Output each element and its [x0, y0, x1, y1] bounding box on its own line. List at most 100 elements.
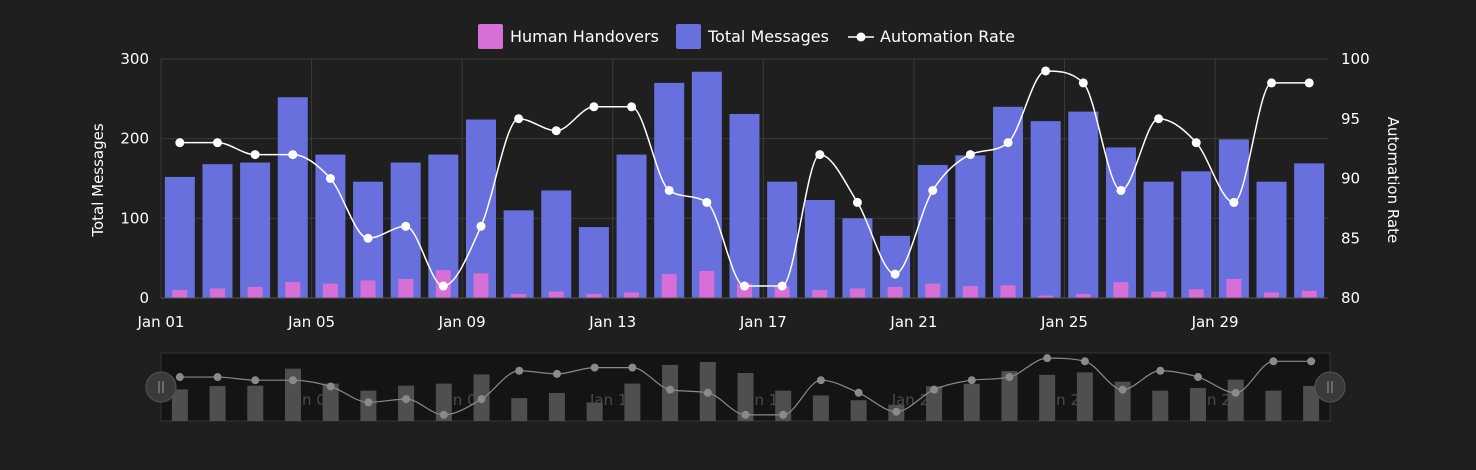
bar-total-messages[interactable] [993, 106, 1024, 298]
bar-human-handovers[interactable] [925, 283, 941, 298]
legend-item-total-messages[interactable]: Total Messages [676, 24, 829, 49]
automation-rate-point[interactable] [664, 185, 674, 195]
legend-item-human-handovers[interactable]: Human Handovers [478, 24, 659, 49]
bar-human-handovers[interactable] [1038, 295, 1054, 298]
automation-rate-point[interactable] [175, 138, 185, 148]
bar-total-messages[interactable] [691, 71, 722, 298]
bar-total-messages[interactable] [917, 164, 948, 298]
automation-rate-point[interactable] [1191, 138, 1201, 148]
automation-rate-point[interactable] [1267, 78, 1277, 88]
y-axis-right-title: Automation Rate [1384, 117, 1402, 244]
legend-item-automation-rate[interactable]: Automation Rate [848, 27, 1015, 46]
bar-human-handovers[interactable] [1188, 289, 1204, 298]
automation-rate-point[interactable] [1229, 197, 1239, 207]
bar-total-messages[interactable] [616, 154, 647, 298]
automation-rate-point[interactable] [890, 269, 900, 279]
automation-rate-point[interactable] [212, 138, 222, 148]
automation-rate-point[interactable] [815, 150, 825, 160]
automation-rate-point[interactable] [965, 150, 975, 160]
bar-human-handovers[interactable] [209, 288, 225, 298]
automation-rate-point[interactable] [740, 281, 749, 291]
automation-rate-point[interactable] [288, 150, 298, 160]
bar-human-handovers[interactable] [1113, 282, 1129, 298]
automation-rate-point[interactable] [325, 174, 335, 183]
automation-rate-point[interactable] [514, 114, 524, 124]
bar-human-handovers[interactable] [1226, 278, 1242, 298]
bar-total-messages[interactable] [1218, 139, 1249, 298]
automation-rate-point[interactable] [401, 221, 411, 231]
bar-total-messages[interactable] [541, 190, 572, 298]
automation-rate-point[interactable] [1003, 138, 1013, 148]
bar-total-messages[interactable] [465, 119, 496, 299]
bar-total-messages[interactable] [202, 164, 233, 298]
bar-human-handovers[interactable] [172, 290, 188, 298]
automation-rate-point[interactable] [363, 233, 373, 243]
x-tick-label: Jan 01 [137, 313, 185, 331]
automation-rate-point[interactable] [589, 102, 599, 112]
bar-total-messages[interactable] [240, 162, 271, 298]
bar-human-handovers[interactable] [699, 270, 715, 298]
bar-total-messages[interactable] [164, 176, 195, 298]
bar-human-handovers[interactable] [1301, 290, 1317, 298]
bar-total-messages[interactable] [1068, 111, 1099, 298]
automation-rate-point[interactable] [551, 126, 561, 136]
bar-total-messages[interactable] [1143, 181, 1174, 298]
zoom-handle-right[interactable] [1314, 371, 1346, 403]
automation-rate-point[interactable] [627, 102, 637, 112]
bar-human-handovers[interactable] [624, 292, 640, 298]
legend-label-automation-rate: Automation Rate [880, 27, 1015, 46]
bar-human-handovers[interactable] [1264, 292, 1280, 298]
bar-human-handovers[interactable] [849, 288, 865, 298]
bar-human-handovers[interactable] [285, 282, 301, 298]
bar-total-messages[interactable] [842, 218, 873, 298]
automation-rate-point[interactable] [777, 281, 787, 291]
bar-human-handovers[interactable] [1075, 294, 1091, 298]
bar-total-messages[interactable] [955, 155, 986, 298]
bar-human-handovers[interactable] [473, 273, 489, 298]
bar-human-handovers[interactable] [812, 290, 828, 298]
bar-total-messages[interactable] [1181, 171, 1212, 298]
bar-total-messages[interactable] [729, 113, 760, 298]
bar-total-messages[interactable] [804, 200, 835, 298]
automation-rate-point[interactable] [852, 197, 862, 207]
zoom-automation-rate-point [251, 376, 260, 385]
bar-human-handovers[interactable] [661, 274, 677, 298]
automation-rate-point[interactable] [928, 185, 938, 195]
automation-rate-point[interactable] [702, 197, 712, 207]
bar-human-handovers[interactable] [962, 286, 978, 298]
zoom-bar [171, 389, 188, 421]
x-tick-label: Jan 05 [287, 313, 335, 331]
automation-rate-point[interactable] [438, 281, 448, 291]
zoom-handle-left[interactable] [145, 371, 177, 403]
legend: Human Handovers Total Messages Automation … [478, 24, 1015, 49]
bar-human-handovers[interactable] [548, 291, 564, 298]
automation-rate-point[interactable] [1154, 114, 1164, 124]
y-left-tick-label: 200 [120, 130, 149, 148]
bar-total-messages[interactable] [1294, 163, 1325, 298]
bar-human-handovers[interactable] [360, 280, 376, 298]
bar-total-messages[interactable] [578, 227, 609, 298]
bar-total-messages[interactable] [277, 97, 308, 299]
automation-rate-point[interactable] [1078, 78, 1088, 88]
bar-total-messages[interactable] [1030, 121, 1061, 298]
bar-human-handovers[interactable] [247, 286, 263, 298]
bar-total-messages[interactable] [1256, 181, 1287, 298]
bar-human-handovers[interactable] [1000, 285, 1016, 298]
bar-human-handovers[interactable] [774, 286, 790, 298]
bar-total-messages[interactable] [503, 210, 534, 298]
bar-human-handovers[interactable] [322, 283, 338, 298]
bar-human-handovers[interactable] [511, 294, 527, 298]
bar-human-handovers[interactable] [586, 294, 602, 298]
automation-rate-point[interactable] [1304, 78, 1314, 88]
automation-rate-point[interactable] [1116, 185, 1126, 195]
bar-human-handovers[interactable] [1151, 291, 1167, 298]
bar-human-handovers[interactable] [398, 278, 414, 298]
automation-rate-point[interactable] [1041, 66, 1051, 76]
automation-rate-point[interactable] [476, 221, 486, 231]
automation-rate-point[interactable] [250, 150, 260, 160]
bar-human-handovers[interactable] [887, 286, 903, 298]
zoom-bar [1039, 374, 1056, 421]
bar-total-messages[interactable] [767, 181, 798, 298]
zoom-slider[interactable]: Jan 05 Jan 09 Jan 13 Jan 17 Jan 21 Jan 25 Jan … [145, 352, 1346, 422]
zoom-bar [1265, 390, 1282, 421]
